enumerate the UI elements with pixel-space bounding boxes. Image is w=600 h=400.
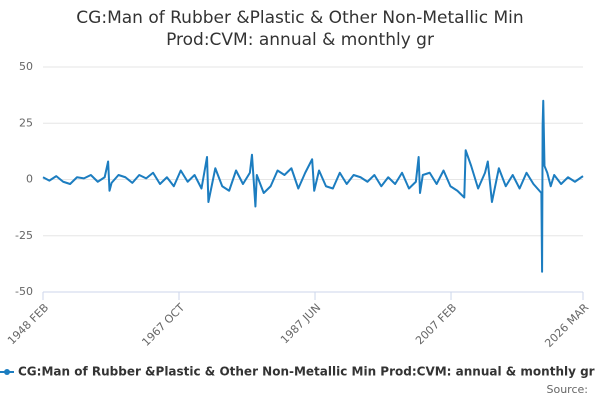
legend-label: CG:Man of Rubber &Plastic & Other Non-Me…: [18, 365, 595, 379]
source: Source:: [547, 383, 589, 396]
y-tick-label: -50: [15, 285, 33, 298]
y-tick-label: -25: [15, 229, 33, 242]
y-tick-label: 50: [19, 60, 33, 73]
x-tick-label: 1967 OCT: [139, 301, 187, 349]
x-tick-label: 2007 FEB: [413, 301, 459, 347]
chart-title: Prod:CVM: annual & monthly gr: [166, 30, 434, 50]
x-tick-label: 1948 FEB: [5, 301, 51, 347]
chart-title: CG:Man of Rubber &Plastic & Other Non-Me…: [76, 8, 523, 28]
x-tick-label: 1987 JUN: [278, 301, 323, 346]
x-tick-label: 2026 MAR: [542, 301, 591, 350]
data-line: [42, 99, 584, 273]
y-tick-label: 0: [26, 173, 33, 186]
y-tick-label: 25: [19, 116, 33, 129]
legend-symbol: [4, 369, 10, 375]
